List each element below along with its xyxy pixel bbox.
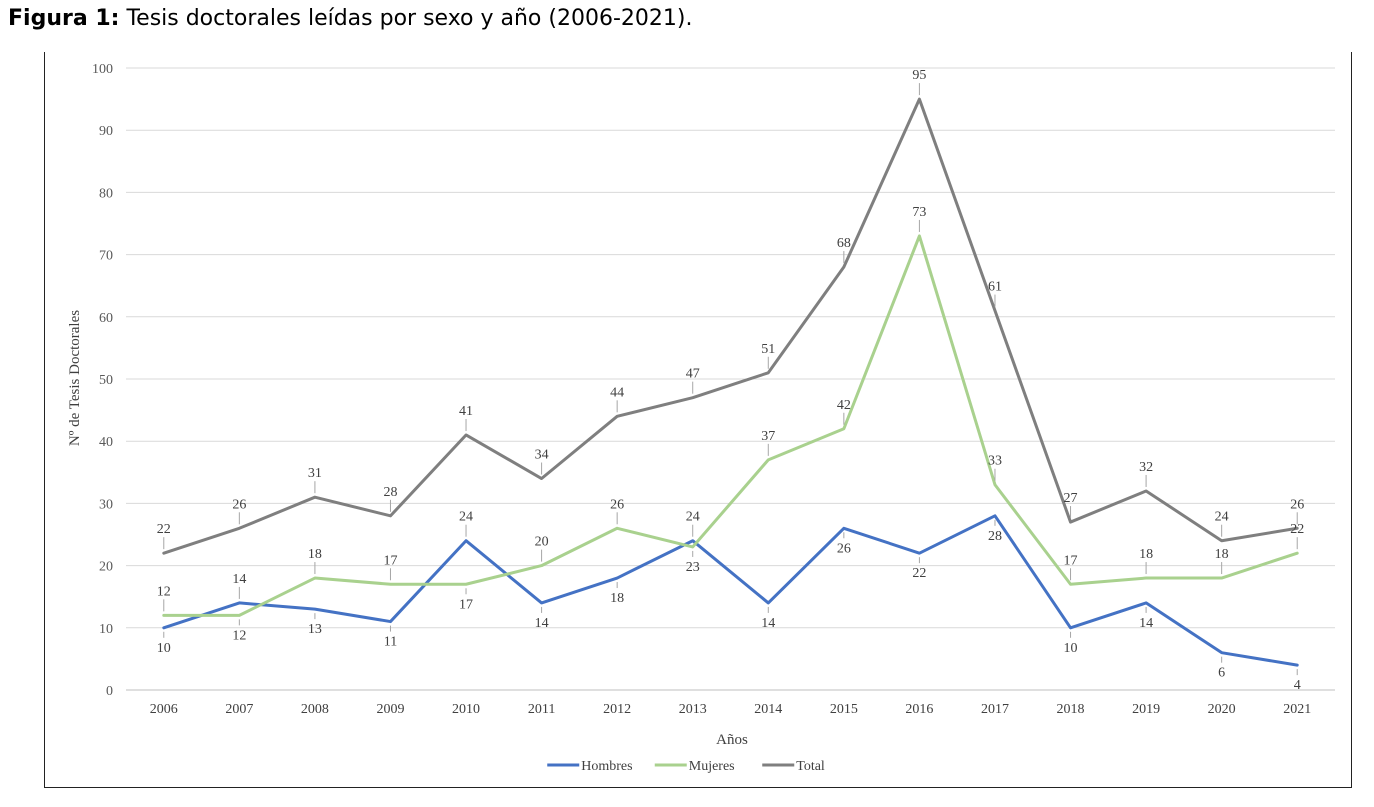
series-lines: [162, 97, 1299, 667]
data-label-hombres: 14: [1139, 616, 1153, 631]
y-tick-label: 70: [99, 249, 113, 264]
data-label-total: 44: [610, 385, 624, 400]
data-label-total: 51: [761, 342, 775, 357]
x-tick-label: 2006: [150, 702, 178, 717]
data-label-mujeres: 37: [761, 429, 775, 444]
data-label-hombres: 10: [1064, 641, 1078, 656]
data-label-total: 26: [1290, 497, 1304, 512]
data-label-mujeres: 26: [610, 497, 624, 512]
data-label-mujeres: 17: [383, 553, 397, 568]
y-tick-label: 20: [99, 560, 113, 575]
y-tick-label: 60: [99, 311, 113, 326]
data-label-hombres: 22: [912, 566, 926, 581]
x-tick-label: 2018: [1057, 702, 1085, 717]
data-label-mujeres: 18: [308, 547, 322, 562]
data-label-mujeres: 12: [232, 628, 246, 643]
data-label-total: 41: [459, 404, 473, 419]
x-axis-label: Años: [716, 732, 748, 748]
data-label-hombres: 28: [988, 529, 1002, 544]
data-label-hombres: 13: [308, 622, 322, 637]
legend-label-mujeres: Mujeres: [689, 759, 735, 774]
gridlines: [126, 67, 1335, 691]
data-label-hombres: 24: [459, 510, 473, 525]
data-label-mujeres: 18: [1215, 547, 1229, 562]
data-label-mujeres: 12: [157, 584, 171, 599]
x-tick-label: 2019: [1132, 702, 1160, 717]
legend-label-total: Total: [796, 759, 825, 774]
series-line-hombres: [162, 514, 1299, 667]
data-label-total: 68: [837, 236, 851, 251]
x-tick-label: 2011: [528, 702, 555, 717]
y-tick-label: 90: [99, 124, 113, 139]
x-tick-label: 2017: [981, 702, 1009, 717]
data-label-hombres: 14: [535, 616, 549, 631]
y-tick-label: 40: [99, 435, 113, 450]
figure-caption-text: Tesis doctorales leídas por sexo y año (…: [126, 6, 693, 31]
y-axis-ticks: 0 10 20 30 40 50 60 70 80 90 100: [92, 62, 113, 699]
data-label-total: 61: [988, 280, 1002, 295]
data-label-hombres: 6: [1218, 666, 1225, 681]
data-label-total: 26: [232, 497, 246, 512]
x-tick-label: 2009: [376, 702, 404, 717]
data-label-hombres: 18: [610, 591, 624, 606]
data-label-total: 34: [535, 448, 549, 463]
data-label-total: 31: [308, 466, 322, 481]
y-tick-label: 10: [99, 622, 113, 637]
x-tick-label: 2016: [905, 702, 933, 717]
x-tick-label: 2012: [603, 702, 631, 717]
chart-frame: [44, 52, 1352, 788]
x-tick-label: 2015: [830, 702, 858, 717]
x-tick-label: 2013: [679, 702, 707, 717]
data-label-hombres: 11: [384, 635, 397, 650]
data-label-mujeres: 23: [686, 560, 700, 575]
legend-label-hombres: Hombres: [581, 759, 632, 774]
data-label-total: 22: [157, 522, 171, 537]
x-axis-ticks: 2006 2007 2008 2009 2010 2011 2012 2013 2014 2015…: [150, 702, 1311, 717]
data-label-total: 32: [1139, 460, 1153, 475]
data-label-mujeres: 22: [1290, 522, 1304, 537]
series-line-total: [162, 97, 1299, 555]
legend: Hombres Mujeres Total: [547, 759, 825, 774]
y-tick-label: 50: [99, 373, 113, 388]
data-label-total: 95: [912, 68, 926, 83]
x-tick-label: 2014: [754, 702, 782, 717]
data-label-hombres: 14: [761, 616, 775, 631]
x-tick-label: 2010: [452, 702, 480, 717]
y-tick-label: 0: [106, 684, 113, 699]
data-label-mujeres: 18: [1139, 547, 1153, 562]
x-tick-label: 2020: [1208, 702, 1236, 717]
figure-caption-label: Figura 1:: [8, 6, 120, 31]
y-tick-label: 30: [99, 497, 113, 512]
data-label-mujeres: 17: [1064, 553, 1078, 568]
x-tick-label: 2007: [225, 702, 253, 717]
data-label-hombres: 26: [837, 541, 851, 556]
data-label-total: 24: [1215, 510, 1229, 525]
data-label-hombres: 4: [1294, 678, 1301, 693]
y-axis-label: Nº de Tesis Doctorales: [67, 310, 83, 446]
data-label-mujeres: 20: [535, 535, 549, 550]
data-label-total: 28: [383, 485, 397, 500]
y-tick-label: 100: [92, 62, 113, 77]
data-label-total: 27: [1064, 491, 1078, 506]
data-label-mujeres: 42: [837, 398, 851, 413]
y-tick-label: 80: [99, 186, 113, 201]
data-label-total: 47: [686, 367, 700, 382]
data-label-mujeres: 33: [988, 454, 1002, 469]
x-tick-label: 2008: [301, 702, 329, 717]
data-label-hombres: 24: [686, 510, 700, 525]
x-tick-label: 2021: [1283, 702, 1311, 717]
data-labels: 10 14 13 11 24 14 18 24 14 26 22 28 10 14 6 4 12 12 18 17 17…: [157, 68, 1304, 693]
data-label-mujeres: 17: [459, 597, 473, 612]
data-label-mujeres: 73: [912, 205, 926, 220]
data-label-hombres: 14: [232, 572, 246, 587]
figure-caption: Figura 1: Tesis doctorales leídas por se…: [8, 6, 692, 31]
series-line-mujeres: [162, 234, 1299, 617]
data-label-hombres: 10: [157, 641, 171, 656]
